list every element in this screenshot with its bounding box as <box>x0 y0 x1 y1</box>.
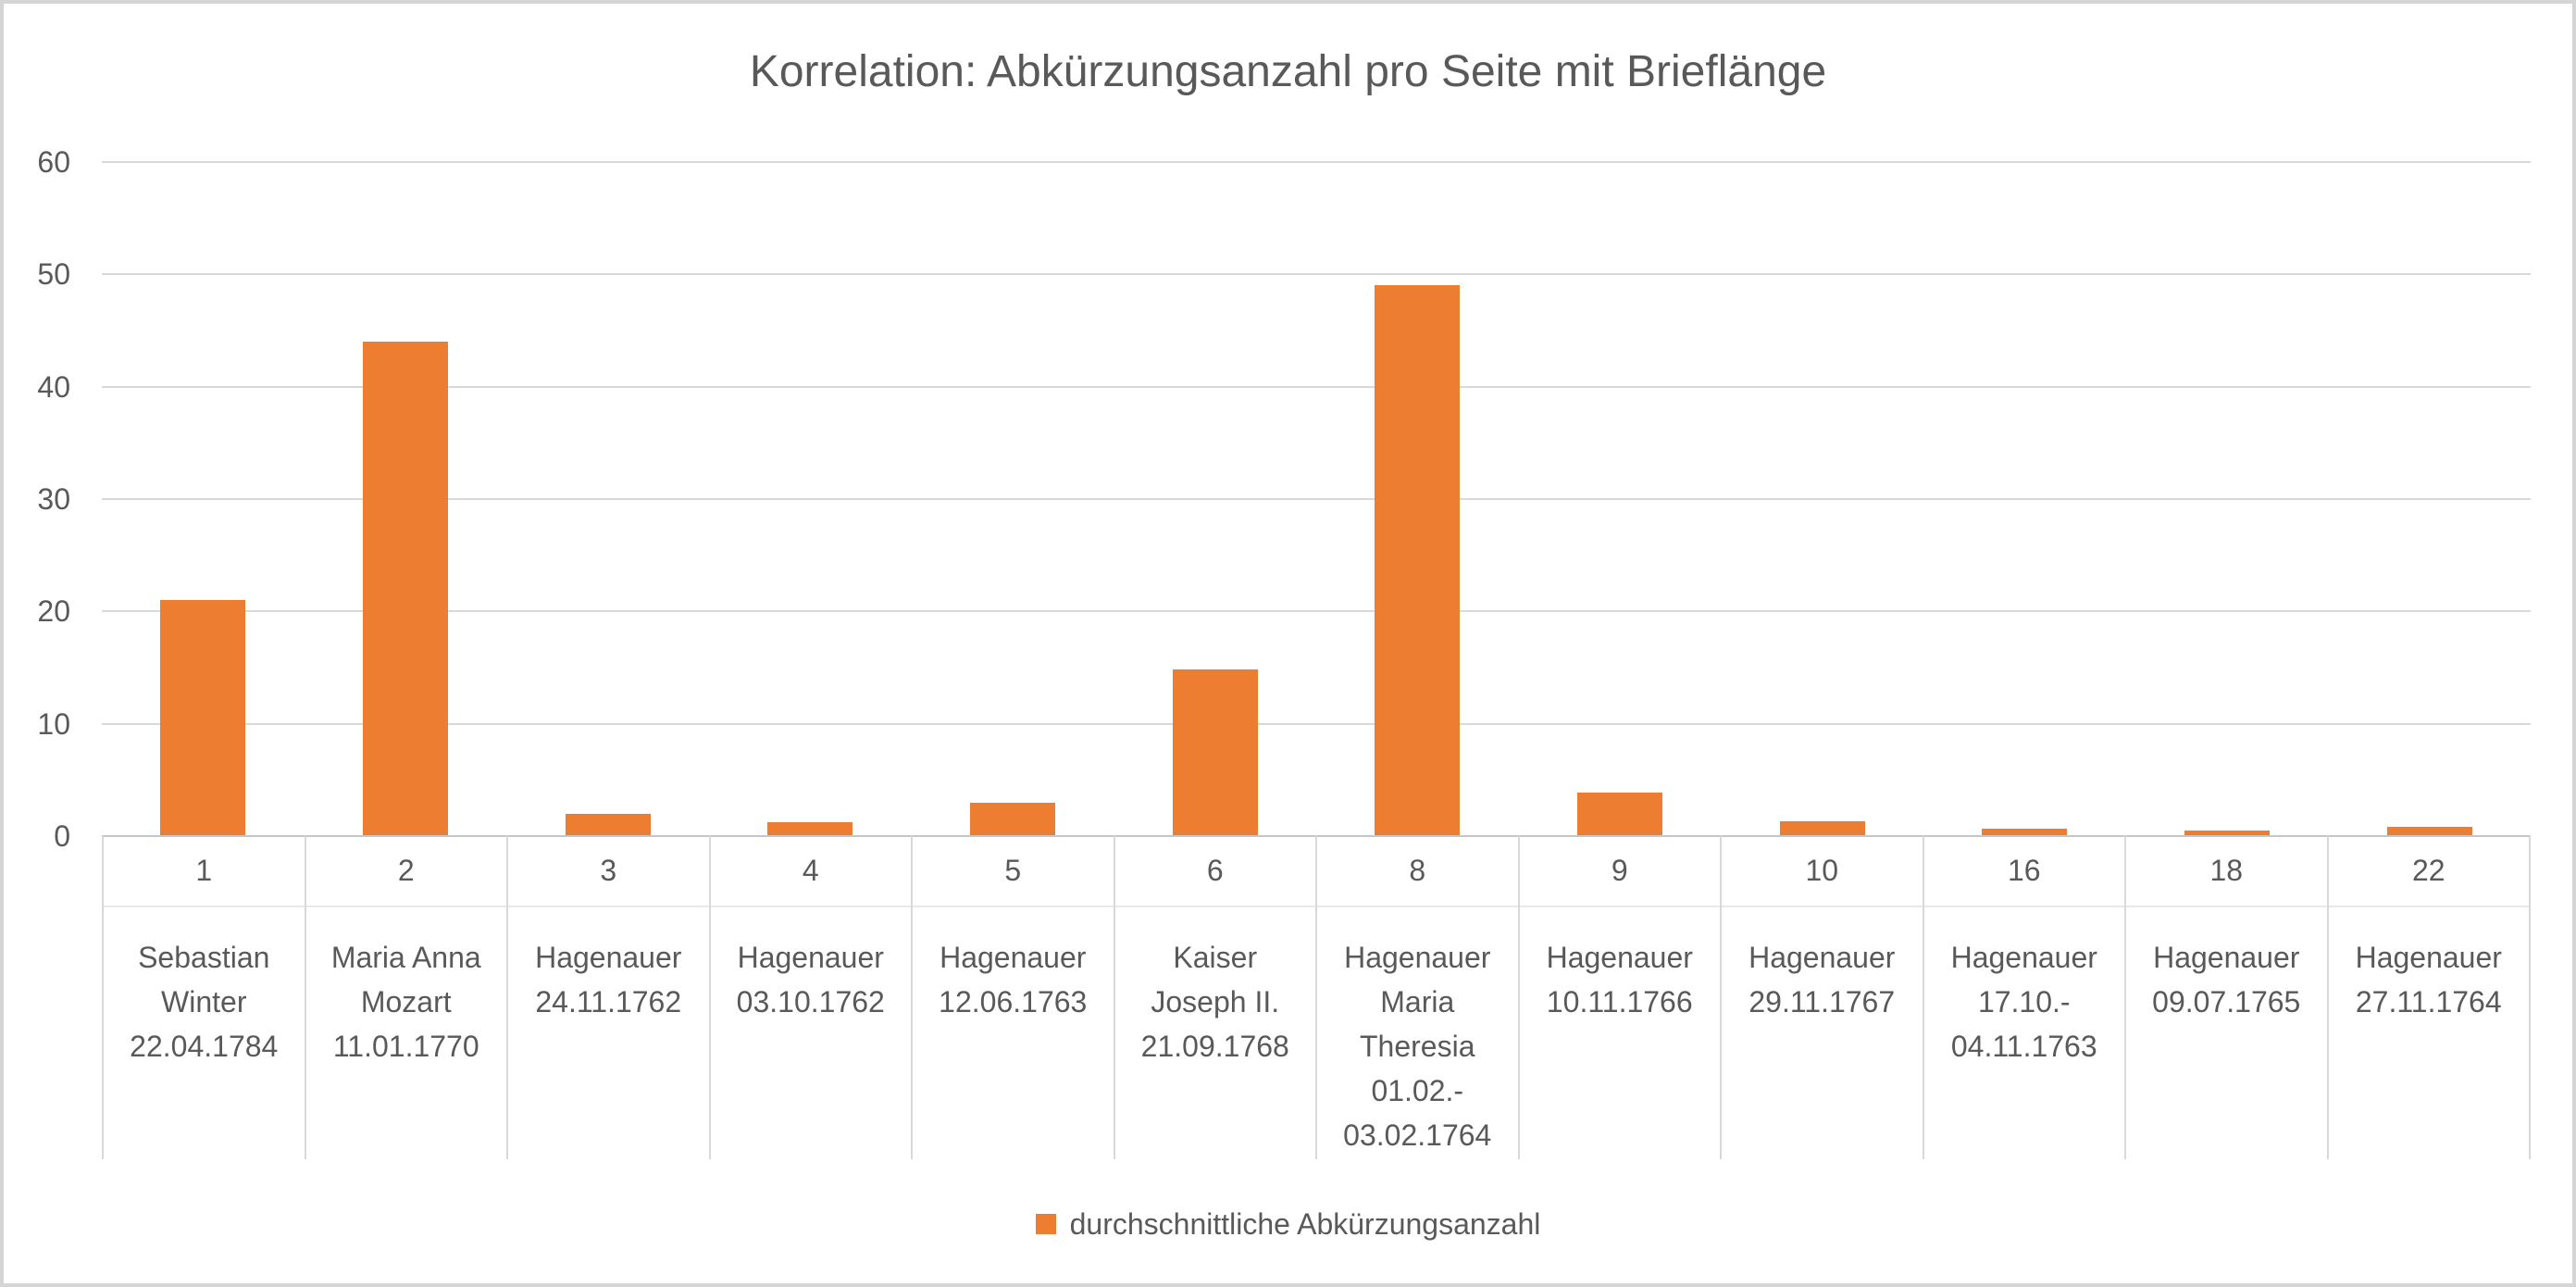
x-category-number: 22 <box>2328 836 2529 907</box>
x-category-cell-1: 1 Sebastian Winter 22.04.1784 <box>102 836 305 1159</box>
bar-slot-1 <box>102 162 305 836</box>
x-category-number: 8 <box>1317 836 1518 907</box>
bar-slot-22 <box>2328 162 2531 836</box>
x-category-label: Hagenauer 27.11.1764 <box>2355 941 2502 1018</box>
gridline-20 <box>102 610 2531 613</box>
x-category-label: Hagenauer 29.11.1767 <box>1748 941 1896 1018</box>
x-category-number: 6 <box>1114 836 1315 907</box>
x-category-label: Hagenauer 03.10.1762 <box>736 941 885 1018</box>
bar-9 <box>1577 792 1663 836</box>
x-category-cell-6: 6 Kaiser Joseph II. 21.09.1768 <box>1113 836 1315 1159</box>
y-tick-label-0: 0 <box>54 819 70 853</box>
bar-slot-4 <box>709 162 912 836</box>
x-category-number: 1 <box>104 836 305 907</box>
x-category-label: Hagenauer 10.11.1766 <box>1546 941 1693 1018</box>
x-category-label: Hagenauer 09.07.1765 <box>2152 941 2301 1018</box>
x-category-label: Hagenauer 17.10.- 04.11.1763 <box>1950 941 2097 1063</box>
x-axis-category-table: 1 Sebastian Winter 22.04.1784 2 Maria Anna … <box>102 836 2531 1159</box>
x-category-number: 5 <box>913 836 1114 907</box>
bar-6 <box>1172 669 1258 836</box>
x-category-cell-10: 10 Hagenauer 29.11.1767 <box>1720 836 1923 1159</box>
bar-1 <box>160 600 246 836</box>
x-category-number: 3 <box>508 836 709 907</box>
x-category-cell-16: 16 Hagenauer 17.10.- 04.11.1763 <box>1922 836 2124 1159</box>
bar-slot-16 <box>1923 162 2126 836</box>
x-category-label: Hagenauer Maria Theresia 01.02.- 03.02.1… <box>1343 941 1492 1152</box>
y-tick-label-40: 40 <box>37 369 70 404</box>
y-tick-label-20: 20 <box>37 594 70 629</box>
x-category-cell-8: 8 Hagenauer Maria Theresia 01.02.- 03.02.… <box>1315 836 1518 1159</box>
x-category-label: Hagenauer 24.11.1762 <box>535 941 682 1018</box>
x-category-number: 18 <box>2126 836 2327 907</box>
chart-title: Korrelation: Abkürzungsanzahl pro Seite … <box>749 47 1827 96</box>
bar-22 <box>2386 827 2472 836</box>
x-category-cell-2: 2 Maria Anna Mozart 11.01.1770 <box>304 836 506 1159</box>
y-tick-label-50: 50 <box>37 257 70 292</box>
x-category-label: Sebastian Winter 22.04.1784 <box>130 941 279 1063</box>
bar-10 <box>1779 821 1865 836</box>
legend-marker-icon <box>1035 1214 1056 1234</box>
x-category-number: 2 <box>305 836 506 907</box>
x-category-number: 4 <box>710 836 911 907</box>
x-category-cell-18: 18 Hagenauer 09.07.1765 <box>2124 836 2327 1159</box>
x-category-number: 9 <box>1519 836 1720 907</box>
bar-18 <box>2184 830 2271 836</box>
bar-16 <box>1982 828 2068 836</box>
bar-8 <box>1375 285 1461 836</box>
gridline-60 <box>102 161 2531 163</box>
y-tick-label-30: 30 <box>37 482 70 516</box>
bar-slot-5 <box>912 162 1114 836</box>
x-category-number: 16 <box>1923 836 2124 907</box>
x-category-cell-9: 9 Hagenauer 10.11.1766 <box>1517 836 1720 1159</box>
bar-2 <box>363 342 448 836</box>
bar-4 <box>767 822 853 836</box>
bar-slot-3 <box>506 162 709 836</box>
x-category-cell-3: 3 Hagenauer 24.11.1762 <box>506 836 709 1159</box>
bar-slot-2 <box>305 162 507 836</box>
bar-slot-8 <box>1316 162 1519 836</box>
legend-label: durchschnittliche Abkürzungsanzahl <box>1069 1207 1541 1241</box>
x-category-label: Hagenauer 12.06.1763 <box>939 941 1088 1018</box>
x-category-cell-5: 5 Hagenauer 12.06.1763 <box>911 836 1114 1159</box>
bar-slot-18 <box>2126 162 2329 836</box>
bar-slot-10 <box>1721 162 1923 836</box>
gridline-10 <box>102 722 2531 725</box>
x-category-cell-4: 4 Hagenauer 03.10.1762 <box>708 836 911 1159</box>
bar-5 <box>970 802 1056 836</box>
x-category-number: 10 <box>1722 836 1923 907</box>
y-tick-label-10: 10 <box>37 706 70 741</box>
gridline-30 <box>102 498 2531 500</box>
x-category-label: Maria Anna Mozart 11.01.1770 <box>330 941 481 1063</box>
legend: durchschnittliche Abkürzungsanzahl <box>4 1207 2572 1241</box>
x-category-cell-22: 22 Hagenauer 27.11.1764 <box>2326 836 2531 1159</box>
bar-series <box>102 162 2531 836</box>
bar-slot-9 <box>1519 162 1722 836</box>
bar-slot-6 <box>1114 162 1316 836</box>
gridline-50 <box>102 273 2531 276</box>
y-axis-labels: 0 10 20 30 40 50 60 <box>4 147 70 851</box>
plot-area <box>102 161 2531 837</box>
x-category-label: Kaiser Joseph II. 21.09.1768 <box>1140 941 1289 1063</box>
y-tick-label-60: 60 <box>37 145 70 179</box>
bar-3 <box>565 813 651 836</box>
gridline-40 <box>102 385 2531 388</box>
